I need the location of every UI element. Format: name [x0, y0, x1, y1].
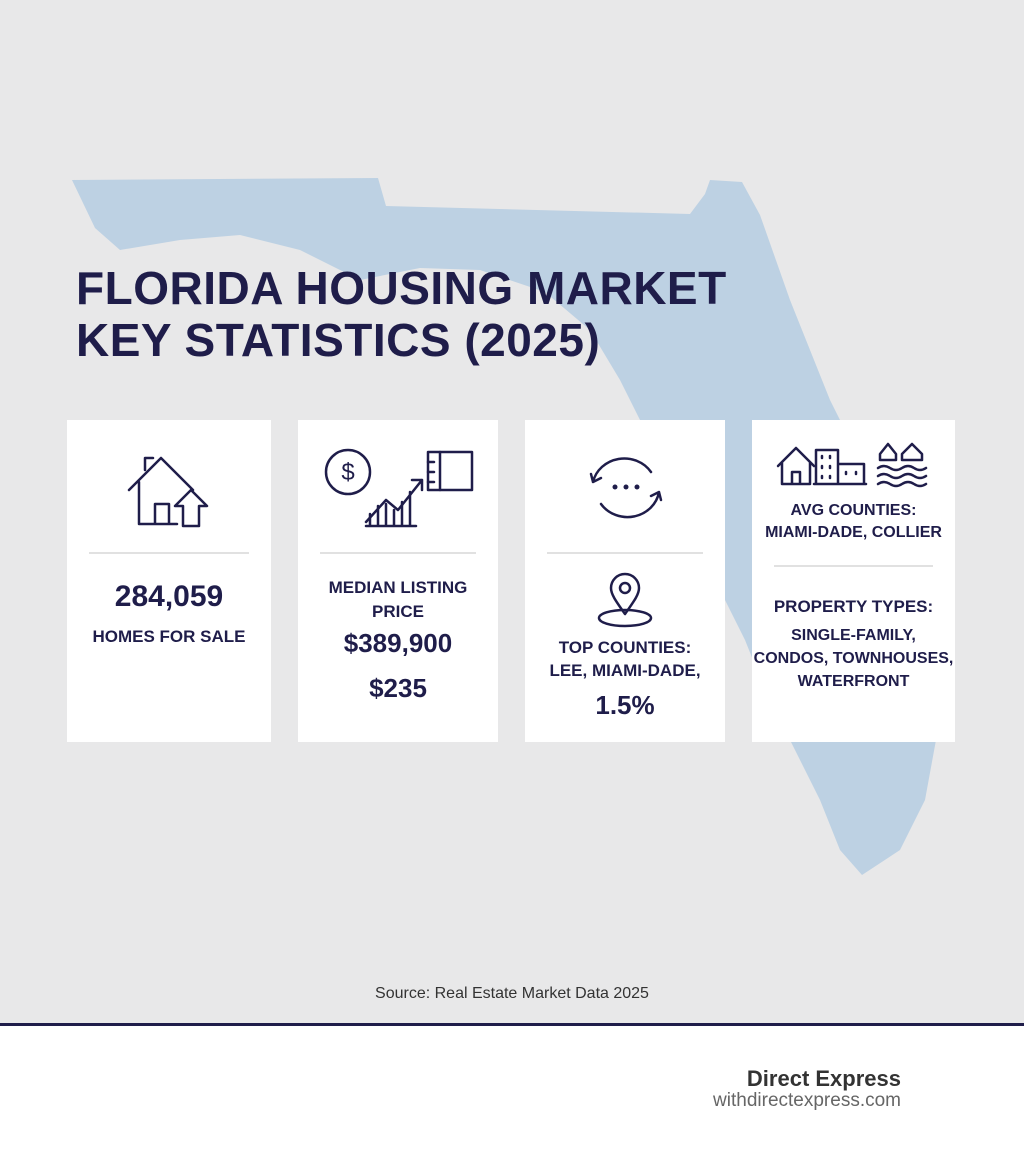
stat-value: $235 [369, 673, 427, 703]
stat-card: AVG COUNTIES: MIAMI-DADE, COLLIER PROPER… [752, 420, 955, 742]
stat-card: TOP COUNTIES: LEE, MIAMI-DADE, 1.5% [525, 420, 725, 742]
cycle-icon [589, 457, 663, 519]
stat-label: TOP COUNTIES: [558, 638, 692, 657]
divider [320, 552, 476, 554]
stat-label: MEDIAN LISTING [328, 578, 468, 597]
stat-label: HOMES FOR SALE [92, 627, 246, 646]
stat-label: AVG COUNTIES: [790, 502, 917, 519]
svg-text:$: $ [341, 459, 354, 486]
footer-rule [0, 1023, 1024, 1026]
footer: Direct Express withdirectexpress.com [0, 1026, 1024, 1154]
pin-icon [597, 572, 653, 628]
stat-label: LEE, MIAMI-DADE, [549, 661, 701, 680]
stat-label: MIAMI-DADE, COLLIER [765, 524, 942, 541]
stat-label: PRICE [372, 602, 424, 621]
stat-card: 284,059 HOMES FOR SALE [67, 420, 271, 742]
brand-name: Direct Express [746, 1066, 901, 1091]
stat-value: CONDOS, TOWNHOUSES, [753, 650, 954, 667]
source-note: Source: Real Estate Market Data 2025 [375, 985, 649, 1002]
stat-value: WATERFRONT [797, 673, 910, 690]
state-shape [72, 178, 936, 875]
florida-map [72, 178, 936, 875]
stat-value: SINGLE-FAMILY, [791, 627, 916, 644]
stat-value: $389,900 [343, 628, 453, 658]
house-icon [127, 456, 209, 528]
stat-value: 284,059 [114, 580, 224, 613]
brand-url: withdirectexpress.com [713, 1090, 901, 1111]
stat-card: $ MEDIAN LISTING PRICE $389,900 $235 [298, 420, 498, 742]
title-line: KEY STATISTICS (2025) [76, 314, 601, 366]
property-icon [776, 442, 928, 488]
divider [547, 552, 703, 554]
price-icon: $ [324, 448, 474, 528]
title: FLORIDA HOUSING MARKET KEY STATISTICS (2… [76, 262, 727, 366]
stat-value: 1.5% [595, 690, 655, 720]
divider [774, 565, 933, 567]
stat-label: PROPERTY TYPES: [773, 597, 934, 616]
title-line: FLORIDA HOUSING MARKET [76, 262, 727, 314]
divider [89, 552, 249, 554]
